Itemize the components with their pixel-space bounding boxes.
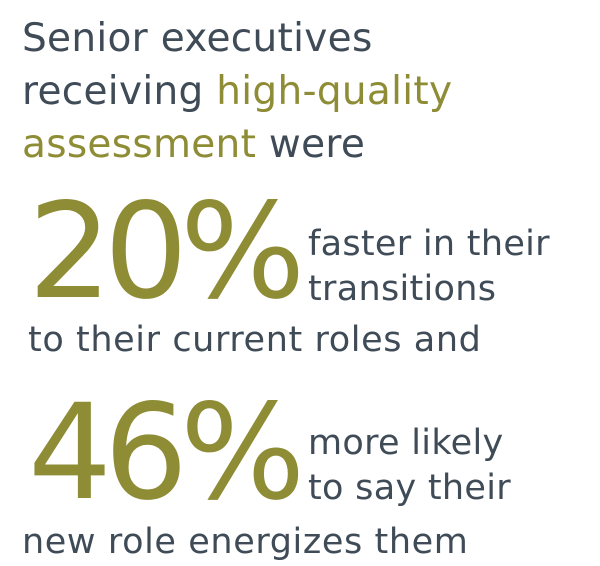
headline-line-2-lead: receiving bbox=[22, 69, 217, 114]
headline-highlight-high-quality: high-quality bbox=[216, 69, 453, 114]
headline-highlight-assessment: assessment bbox=[22, 122, 257, 167]
headline-line-3: assessment were bbox=[22, 118, 592, 171]
stat-46-tail: new role energizes them bbox=[22, 522, 469, 562]
stat-46-description-line-1: more likely bbox=[308, 423, 504, 463]
stat-20-description: faster in their transitions bbox=[308, 222, 550, 312]
stat-46-description-line-2: to say their bbox=[308, 468, 511, 508]
stat-46-description: more likely to say their bbox=[308, 421, 511, 511]
stat-20-percent: 20% bbox=[28, 175, 305, 329]
headline: Senior executives receiving high-quality… bbox=[22, 12, 592, 171]
stat-20-description-line-2: transitions bbox=[308, 269, 497, 309]
stat-20-description-line-1: faster in their bbox=[308, 224, 550, 264]
headline-line-3-tail: were bbox=[256, 122, 366, 167]
headline-line-2: receiving high-quality bbox=[22, 65, 592, 118]
stat-46-percent: 46% bbox=[28, 376, 305, 530]
stat-20-tail: to their current roles and bbox=[28, 320, 482, 360]
headline-line-1: Senior executives bbox=[22, 16, 373, 61]
